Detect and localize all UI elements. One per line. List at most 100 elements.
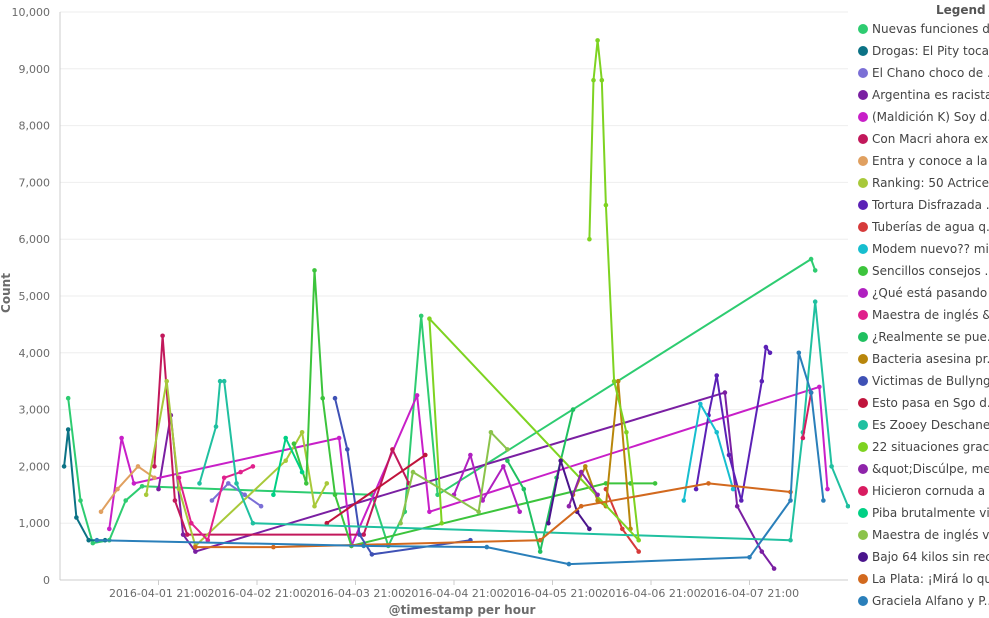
data-point[interactable]	[636, 537, 641, 543]
data-point[interactable]	[698, 401, 703, 407]
legend-item[interactable]: Graciela Alfano y P...	[858, 590, 989, 612]
legend-item[interactable]: Ranking: 50 Actrice...	[858, 172, 989, 194]
data-point[interactable]	[221, 475, 227, 481]
data-point[interactable]	[722, 390, 728, 395]
data-point[interactable]	[808, 256, 814, 262]
data-point[interactable]	[808, 390, 814, 395]
data-point[interactable]	[570, 407, 576, 412]
data-point[interactable]	[812, 268, 818, 273]
data-point[interactable]	[312, 268, 317, 273]
legend-item[interactable]: Hicieron cornuda a ...	[858, 480, 989, 502]
data-point[interactable]	[418, 313, 424, 319]
data-point[interactable]	[615, 378, 621, 384]
data-point[interactable]	[578, 503, 584, 509]
data-point[interactable]	[205, 537, 211, 543]
data-point[interactable]	[242, 492, 247, 498]
data-point[interactable]	[193, 544, 198, 550]
data-point[interactable]	[164, 378, 169, 384]
data-point[interactable]	[123, 498, 128, 503]
data-point[interactable]	[595, 38, 600, 43]
data-point[interactable]	[332, 395, 338, 401]
data-point[interactable]	[537, 549, 543, 554]
data-point[interactable]	[821, 498, 826, 503]
data-point[interactable]	[414, 393, 420, 398]
data-point[interactable]	[484, 544, 490, 550]
data-point[interactable]	[546, 520, 551, 526]
data-point[interactable]	[693, 486, 699, 492]
data-point[interactable]	[817, 384, 822, 390]
legend-item[interactable]: Sencillos consejos ...	[858, 260, 989, 282]
data-point[interactable]	[829, 464, 834, 469]
legend-item[interactable]: Tortura Disfrazada ...	[858, 194, 989, 216]
data-point[interactable]	[94, 537, 100, 543]
data-point[interactable]	[566, 561, 572, 567]
data-point[interactable]	[747, 555, 752, 560]
legend-item[interactable]: Tuberías de agua q...	[858, 216, 989, 238]
data-point[interactable]	[176, 475, 182, 481]
data-point[interactable]	[107, 526, 112, 532]
data-point[interactable]	[65, 395, 71, 401]
data-point[interactable]	[184, 532, 190, 537]
legend-item[interactable]: (Maldición K) Soy d...	[858, 106, 989, 128]
data-point[interactable]	[209, 498, 215, 503]
legend-title[interactable]: Legend ◀	[936, 3, 989, 17]
legend-item[interactable]: La Plata: ¡Mirá lo qu...	[858, 568, 989, 590]
legend-item[interactable]: Bacteria asesina pr...	[858, 348, 989, 370]
data-point[interactable]	[226, 481, 231, 486]
data-point[interactable]	[361, 532, 367, 537]
data-point[interactable]	[369, 552, 375, 557]
data-point[interactable]	[115, 486, 120, 492]
data-point[interactable]	[332, 492, 338, 498]
data-point[interactable]	[505, 447, 510, 452]
data-point[interactable]	[480, 498, 486, 503]
data-point[interactable]	[131, 481, 137, 486]
data-point[interactable]	[706, 481, 711, 486]
data-point[interactable]	[156, 486, 161, 492]
data-point[interactable]	[61, 464, 67, 469]
legend-item[interactable]: &quot;Discúlpe, me ...	[858, 458, 989, 480]
data-point[interactable]	[98, 509, 104, 515]
legend-item[interactable]: El Chano choco de ...	[858, 62, 989, 84]
data-point[interactable]	[468, 452, 473, 458]
legend-item[interactable]: Es Zooey Deschane...	[858, 414, 989, 436]
data-point[interactable]	[139, 484, 145, 489]
legend-item[interactable]: 22 situaciones graci...	[858, 436, 989, 458]
data-point[interactable]	[611, 378, 617, 384]
legend-item[interactable]: Piba brutalmente vi...	[858, 502, 989, 524]
data-point[interactable]	[250, 464, 256, 469]
data-point[interactable]	[361, 543, 367, 549]
data-point[interactable]	[603, 202, 609, 208]
data-point[interactable]	[825, 486, 830, 492]
data-point[interactable]	[221, 378, 227, 384]
data-point[interactable]	[324, 520, 330, 526]
data-point[interactable]	[771, 566, 777, 571]
data-point[interactable]	[172, 498, 178, 503]
data-point[interactable]	[135, 464, 141, 469]
data-point[interactable]	[517, 509, 522, 515]
data-point[interactable]	[78, 498, 83, 503]
data-point[interactable]	[427, 316, 432, 322]
data-point[interactable]	[537, 537, 543, 543]
data-point[interactable]	[217, 378, 223, 384]
data-point[interactable]	[299, 430, 305, 435]
data-point[interactable]	[234, 481, 239, 486]
data-point[interactable]	[324, 481, 330, 486]
data-point[interactable]	[197, 481, 202, 486]
legend-item[interactable]: Maestra de inglés vi...	[858, 524, 989, 546]
data-point[interactable]	[160, 333, 165, 339]
data-point[interactable]	[423, 452, 428, 458]
legend-item[interactable]: Nuevas funciones d...	[858, 18, 989, 40]
data-point[interactable]	[734, 503, 740, 509]
data-point[interactable]	[410, 469, 416, 475]
legend-item[interactable]: Esto pasa en Sgo d...	[858, 392, 989, 414]
data-point[interactable]	[283, 458, 289, 464]
data-point[interactable]	[652, 481, 658, 486]
data-point[interactable]	[714, 430, 719, 435]
data-point[interactable]	[357, 532, 362, 537]
data-point[interactable]	[501, 464, 506, 469]
data-point[interactable]	[152, 475, 157, 481]
data-point[interactable]	[86, 537, 91, 543]
legend-item[interactable]: ¿Realmente se pue...	[858, 326, 989, 348]
data-point[interactable]	[730, 486, 736, 492]
data-point[interactable]	[250, 520, 256, 526]
